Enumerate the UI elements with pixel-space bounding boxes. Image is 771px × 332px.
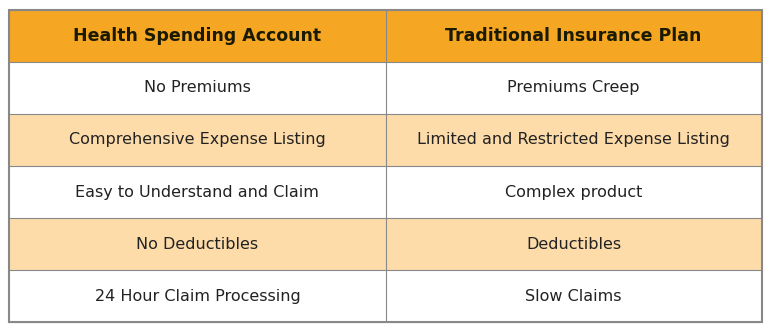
Text: 24 Hour Claim Processing: 24 Hour Claim Processing [95, 289, 300, 303]
Bar [386, 270, 762, 322]
Text: Traditional Insurance Plan: Traditional Insurance Plan [446, 27, 702, 45]
Bar [386, 62, 762, 114]
Text: Premiums Creep: Premiums Creep [507, 80, 640, 96]
Bar [9, 218, 386, 270]
Text: Limited and Restricted Expense Listing: Limited and Restricted Expense Listing [417, 132, 730, 147]
Bar [9, 62, 386, 114]
Text: No Deductibles: No Deductibles [136, 236, 258, 252]
Bar [386, 114, 762, 166]
Text: Complex product: Complex product [505, 185, 642, 200]
Bar [9, 166, 386, 218]
Text: Slow Claims: Slow Claims [525, 289, 622, 303]
Text: No Premiums: No Premiums [144, 80, 251, 96]
Bar [386, 166, 762, 218]
Text: Health Spending Account: Health Spending Account [73, 27, 322, 45]
Bar [9, 114, 386, 166]
Bar [9, 10, 386, 62]
Text: Deductibles: Deductibles [526, 236, 621, 252]
Text: Easy to Understand and Claim: Easy to Understand and Claim [76, 185, 319, 200]
Bar [9, 270, 386, 322]
Bar [386, 10, 762, 62]
Bar [386, 218, 762, 270]
Text: Comprehensive Expense Listing: Comprehensive Expense Listing [69, 132, 326, 147]
